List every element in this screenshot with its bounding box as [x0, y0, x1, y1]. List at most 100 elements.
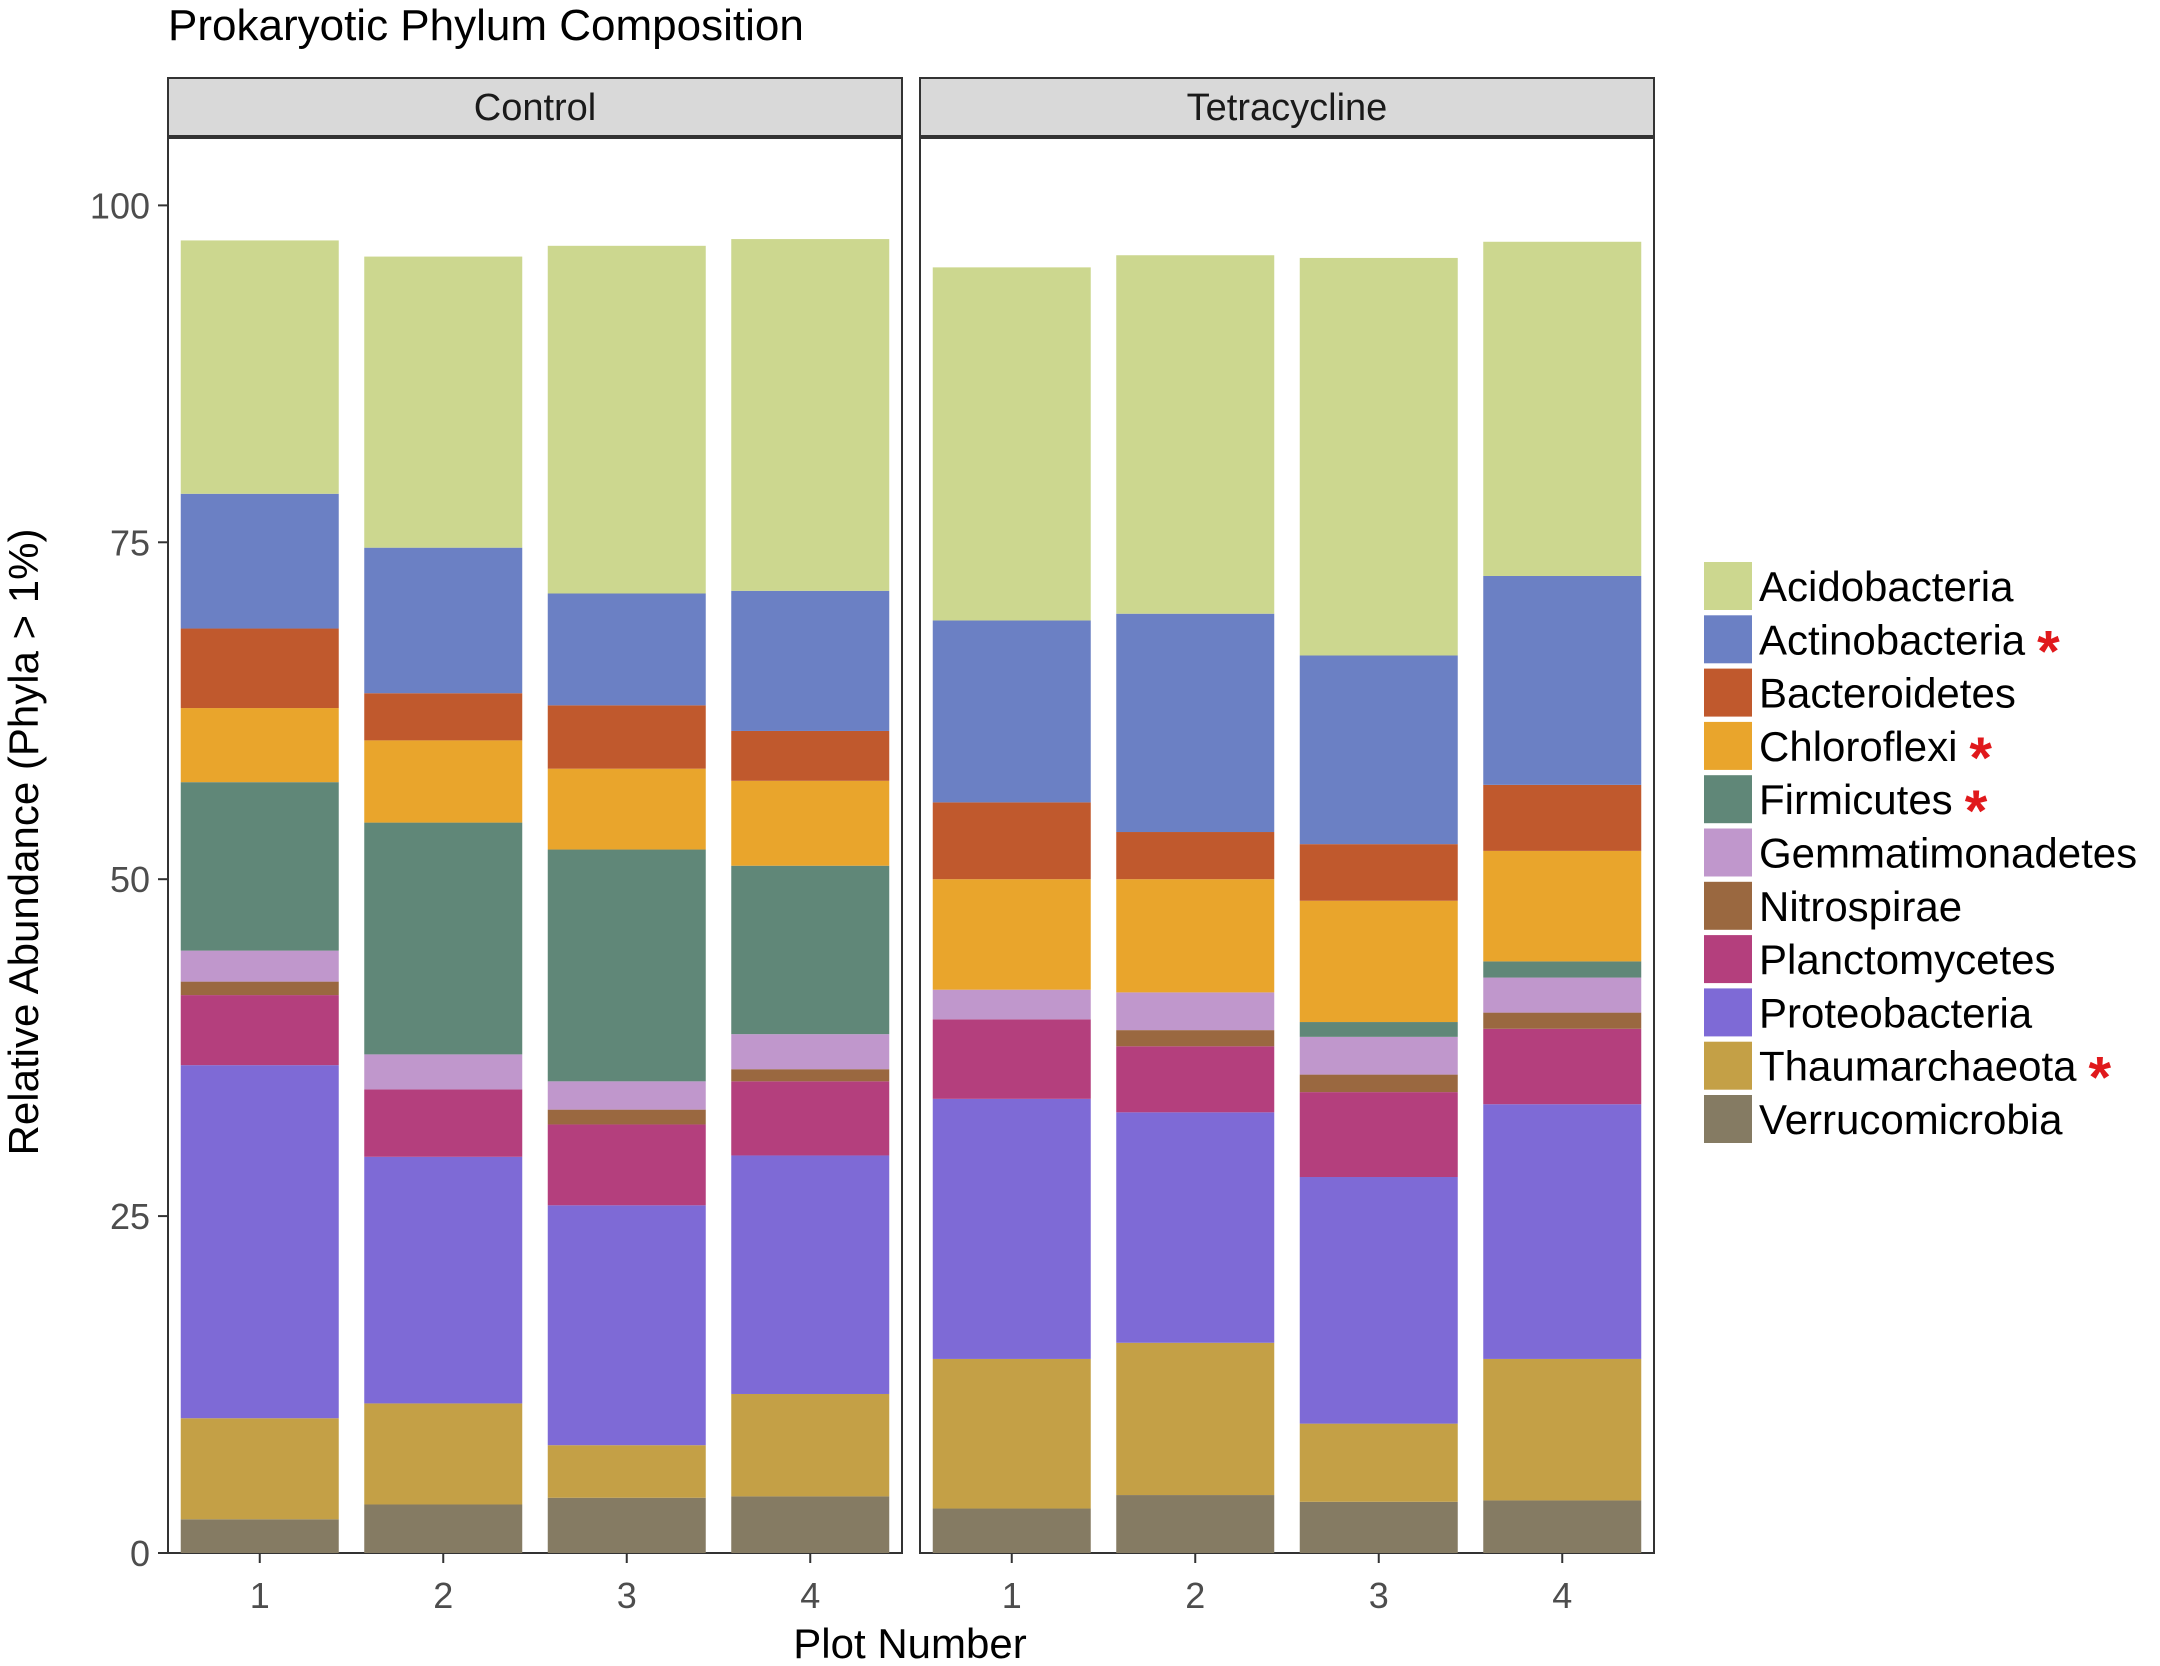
- legend-item-gemmatimonadetes: Gemmatimonadetes: [1704, 828, 2137, 877]
- bar-segment-firmicutes: [1299, 1022, 1458, 1037]
- y-tick-label: 100: [90, 185, 150, 226]
- bar-segment-proteobacteria: [1483, 1104, 1642, 1359]
- significance-star: *: [1965, 779, 1988, 844]
- y-axis-title: Relative Abundance (Phyla > 1%): [0, 529, 47, 1156]
- legend-item-thaumarchaeota: Thaumarchaeota *: [1704, 1041, 2112, 1111]
- bar-segment-verrucomicrobia: [731, 1496, 890, 1553]
- legend-key: [1704, 988, 1752, 1037]
- bar-segment-verrucomicrobia: [1116, 1495, 1275, 1553]
- bar-segment-proteobacteria: [1116, 1112, 1275, 1343]
- bar-segment-proteobacteria: [1299, 1177, 1458, 1424]
- bar-segment-actinobacteria: [1299, 655, 1458, 845]
- significance-star: *: [2037, 619, 2060, 684]
- facet-strip-label: Tetracycline: [1187, 87, 1388, 129]
- bar-segment-verrucomicrobia: [1483, 1500, 1642, 1553]
- bar-segment-gemmatimonadetes: [1483, 977, 1642, 1013]
- facet-strip: [167, 77, 903, 137]
- bar-segment-actinobacteria: [180, 493, 339, 629]
- bar-segment-nitrospirae: [547, 1109, 706, 1125]
- bar-segment-gemmatimonadetes: [1116, 992, 1275, 1031]
- legend-item-acidobacteria: Acidobacteria: [1704, 562, 2014, 610]
- bar-segment-thaumarchaeota: [731, 1393, 890, 1497]
- bar-segment-planctomycetes: [731, 1081, 890, 1156]
- bar-segment-planctomycetes: [547, 1124, 706, 1206]
- bar-segment-acidobacteria: [547, 245, 706, 594]
- legend-label: Thaumarchaeota: [1759, 1043, 2077, 1090]
- facet-panels: Control 1 2 3 4 Tetracycline 1 2 3 4: [167, 77, 1655, 1616]
- bar-segment-firmicutes: [1483, 961, 1642, 978]
- bar-segment-firmicutes: [364, 822, 523, 1055]
- legend-key: [1704, 775, 1752, 824]
- bar-segment-nitrospirae: [731, 1069, 890, 1082]
- bar-segment-planctomycetes: [180, 995, 339, 1066]
- legend-label: Actinobacteria: [1759, 616, 2026, 663]
- bar-segment-thaumarchaeota: [1483, 1358, 1642, 1501]
- bar-segment-planctomycetes: [1483, 1028, 1642, 1105]
- legend-label: Gemmatimonadetes: [1759, 830, 2137, 877]
- bar-segment-verrucomicrobia: [547, 1497, 706, 1553]
- bar-segment-nitrospirae: [1116, 1030, 1275, 1047]
- legend-label: Chloroflexi: [1759, 723, 1957, 770]
- bar-segment-thaumarchaeota: [932, 1358, 1091, 1509]
- x-tick-label: 1: [1002, 1575, 1022, 1616]
- bar-segment-gemmatimonadetes: [364, 1054, 523, 1090]
- bar-segment-gemmatimonadetes: [1299, 1036, 1458, 1075]
- legend-item-actinobacteria: Actinobacteria *: [1704, 615, 2060, 684]
- legend-key: [1704, 828, 1752, 877]
- facet-strip: [919, 77, 1655, 137]
- bar-segment-acidobacteria: [180, 240, 339, 494]
- bar-segment-firmicutes: [547, 849, 706, 1082]
- legend-item-proteobacteria: Proteobacteria: [1704, 988, 2033, 1037]
- bar-segment-planctomycetes: [1116, 1046, 1275, 1113]
- bar-segment-chloroflexi: [547, 768, 706, 850]
- legend-item-nitrospirae: Nitrospirae: [1704, 881, 1962, 930]
- x-tick-label: 3: [1369, 1575, 1389, 1616]
- legend-label: Bacteroidetes: [1759, 670, 2016, 717]
- bar-segment-proteobacteria: [364, 1156, 523, 1404]
- bar-segment-actinobacteria: [547, 593, 706, 706]
- bar-segment-gemmatimonadetes: [180, 950, 339, 982]
- bar-segment-planctomycetes: [364, 1089, 523, 1157]
- legend-key: [1704, 1041, 1752, 1090]
- bar-segment-bacteroidetes: [1116, 832, 1275, 880]
- y-tick-label: 0: [130, 1533, 150, 1574]
- bar-segment-actinobacteria: [1483, 575, 1642, 785]
- bar-segment-verrucomicrobia: [1299, 1501, 1458, 1553]
- bar-segment-chloroflexi: [1483, 850, 1642, 962]
- bar-segment-chloroflexi: [180, 708, 339, 783]
- legend-label: Verrucomicrobia: [1759, 1096, 2063, 1143]
- bar-segment-bacteroidetes: [1483, 784, 1642, 851]
- bar-segment-firmicutes: [180, 782, 339, 951]
- x-axis-title: Plot Number: [793, 1620, 1026, 1666]
- bar-segment-thaumarchaeota: [1299, 1423, 1458, 1502]
- legend-label: Proteobacteria: [1759, 989, 2033, 1036]
- facet-tetracycline: Tetracycline 1 2 3 4: [919, 77, 1655, 1616]
- significance-star: *: [1969, 726, 1992, 791]
- legend-item-verrucomicrobia: Verrucomicrobia: [1704, 1095, 2063, 1143]
- bar-segment-bacteroidetes: [1299, 844, 1458, 901]
- bar-segment-chloroflexi: [364, 740, 523, 823]
- bar-segment-verrucomicrobia: [180, 1519, 339, 1553]
- legend-key: [1704, 935, 1752, 984]
- legend-label: Firmicutes: [1759, 776, 1953, 823]
- bar-segment-bacteroidetes: [932, 802, 1091, 880]
- bar-segment-verrucomicrobia: [932, 1508, 1091, 1553]
- bar-segment-actinobacteria: [932, 620, 1091, 803]
- x-tick-label: 1: [250, 1575, 270, 1616]
- bar-segment-actinobacteria: [731, 590, 890, 731]
- legend-item-firmicutes: Firmicutes *: [1704, 775, 1988, 844]
- bar-segment-gemmatimonadetes: [547, 1081, 706, 1110]
- bar-segment-acidobacteria: [1483, 241, 1642, 576]
- bar-segment-chloroflexi: [731, 780, 890, 866]
- x-tick-label: 2: [433, 1575, 453, 1616]
- y-axis: 0 25 50 75 100: [90, 185, 168, 1574]
- bar-segment-verrucomicrobia: [364, 1504, 523, 1553]
- bar-segment-proteobacteria: [180, 1065, 339, 1419]
- x-tick-label: 3: [617, 1575, 637, 1616]
- bar-segment-firmicutes: [731, 865, 890, 1035]
- y-tick-label: 50: [110, 859, 150, 900]
- legend-key: [1704, 1095, 1752, 1143]
- chart-title: Prokaryotic Phylum Composition: [168, 1, 804, 50]
